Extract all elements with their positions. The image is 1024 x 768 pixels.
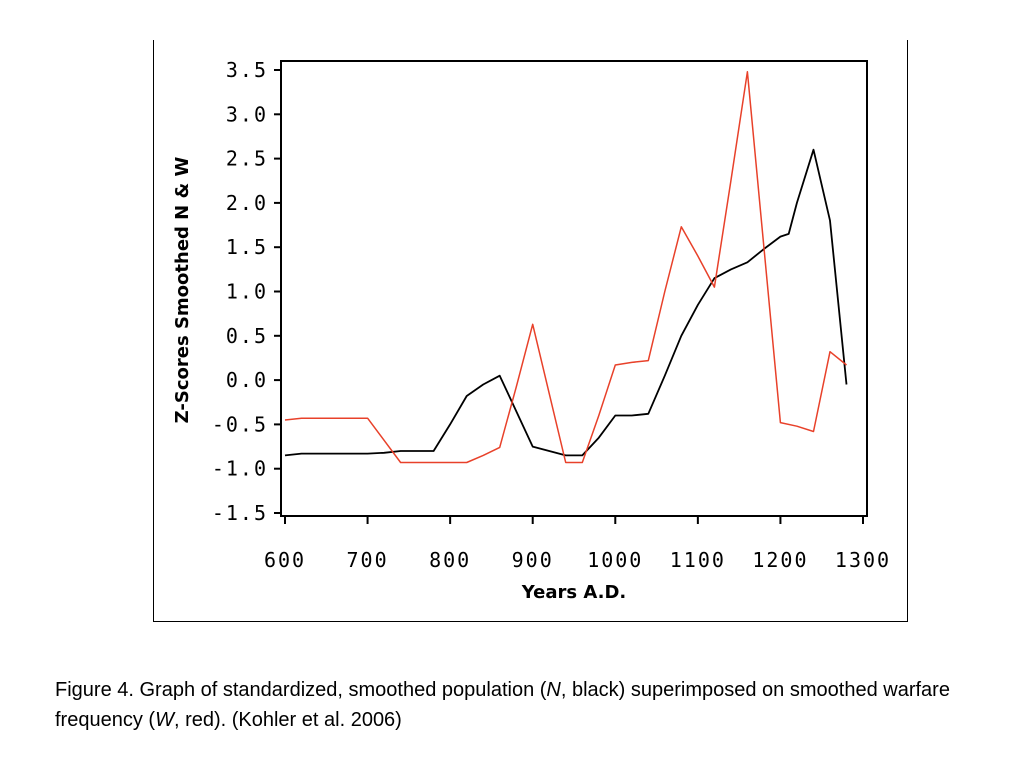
caption-w-symbol: W — [155, 709, 174, 731]
y-axis-title: Z-Scores Smoothed N & W — [172, 157, 193, 424]
y-tick-label: 0.5 — [226, 324, 268, 348]
y-tick-label: 2.0 — [226, 191, 268, 215]
caption-suffix: , red). (Kohler et al. 2006) — [173, 709, 402, 731]
y-tick-label: 1.0 — [226, 280, 268, 304]
x-axis-title: Years A.D. — [521, 582, 626, 603]
series-line-population — [284, 148, 848, 457]
series-line-warfare — [284, 71, 847, 464]
y-tick-label: -1.5 — [212, 501, 268, 525]
x-tick-label: 1300 — [835, 548, 891, 572]
plot-frame — [280, 60, 868, 517]
caption-middle: , black) superimposed on smoothed warfar… — [55, 679, 950, 731]
figure-caption: Figure 4. Graph of standardized, smoothe… — [55, 675, 985, 735]
caption-prefix: Figure 4. Graph of standardized, smoothe… — [55, 679, 547, 701]
series-layer — [284, 71, 848, 464]
y-tick-label: 3.0 — [226, 102, 268, 126]
x-tick-label: 900 — [512, 548, 554, 572]
y-tick-label: -1.0 — [212, 457, 268, 481]
y-tick-label: 1.5 — [226, 235, 268, 259]
y-tick-label: 3.5 — [226, 58, 268, 82]
x-tick-label: 1000 — [587, 548, 643, 572]
x-tick-label: 1200 — [752, 548, 808, 572]
y-tick-label: 0.0 — [226, 368, 268, 392]
figure-frame — [153, 40, 908, 622]
y-tick-label: -0.5 — [212, 412, 268, 436]
caption-n-symbol: N — [546, 679, 561, 701]
y-tick-label: 2.5 — [226, 147, 268, 171]
x-tick-label: 800 — [429, 548, 471, 572]
y-axis-ticks: 3.5 3.0 2.5 2.0 1.5 1.0 0.5 0.0 -0.5 -1.0 -1.5 — [212, 58, 281, 525]
x-tick-label: 700 — [347, 548, 389, 572]
x-axis-ticks: 600 700 800 900 1000 1100 1200 1300 — [264, 516, 891, 572]
x-tick-label: 600 — [264, 548, 306, 572]
x-tick-label: 1100 — [670, 548, 726, 572]
